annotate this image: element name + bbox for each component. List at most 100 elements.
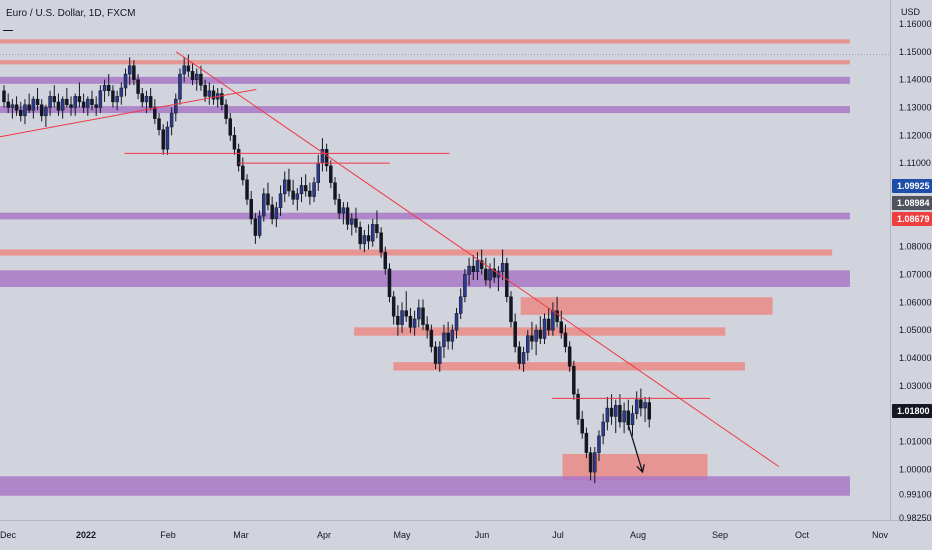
candle-body-137 xyxy=(576,393,580,420)
candle-body-52 xyxy=(220,93,224,105)
time-tick-label-3: Mar xyxy=(233,530,249,540)
price-tick-label-6: 1.08000 xyxy=(899,242,932,252)
candle-body-18 xyxy=(77,96,82,103)
candle-body-64 xyxy=(270,204,274,220)
candle-body-12 xyxy=(52,96,57,103)
price-tick-label-15: 0.98250 xyxy=(899,513,932,523)
zone-0 xyxy=(0,39,850,44)
candle-body-109 xyxy=(458,296,463,314)
candle-body-4 xyxy=(19,110,23,117)
currency-label: USD xyxy=(901,7,921,17)
candle-body-43 xyxy=(182,65,186,75)
candle-body-131 xyxy=(551,310,555,331)
candle-body-75 xyxy=(316,162,320,183)
candle-body-110 xyxy=(463,274,467,297)
zone-1 xyxy=(0,60,850,65)
candle-body-59 xyxy=(249,199,253,220)
time-tick-label-10: Oct xyxy=(795,530,810,540)
candle-body-42 xyxy=(178,73,182,100)
candle-body-5 xyxy=(23,104,27,117)
candle-body-151 xyxy=(634,399,639,414)
candle-body-50 xyxy=(211,90,216,100)
candle-body-154 xyxy=(647,402,652,420)
candle-body-61 xyxy=(257,215,262,236)
candle-body-104 xyxy=(438,346,442,364)
candle-body-56 xyxy=(236,148,241,167)
trendline-0 xyxy=(0,88,257,138)
candle-body-13 xyxy=(56,101,61,111)
price-badge-2 xyxy=(892,212,932,226)
price-tick-label-13: 1.00000 xyxy=(899,464,932,474)
price-badges: 1.09925 1.08984 1.08679 1.01800 xyxy=(892,179,932,418)
candle-body-74 xyxy=(312,182,316,197)
zone-10 xyxy=(562,453,708,481)
price-tick-label-4: 1.12000 xyxy=(899,130,932,140)
candle-body-103 xyxy=(433,346,438,364)
time-tick-label-2: Feb xyxy=(160,530,176,540)
candle-body-66 xyxy=(278,193,283,208)
candle-body-143 xyxy=(601,421,605,437)
candle-body-144 xyxy=(605,407,610,423)
candle-body-26 xyxy=(111,90,115,103)
price-tick-label-12: 1.01000 xyxy=(899,436,932,446)
candle-body-123 xyxy=(517,346,522,364)
time-tick-label-4: Apr xyxy=(317,530,331,540)
price-tick-label-5: 1.11000 xyxy=(899,158,931,168)
arrow-head xyxy=(636,464,645,474)
candle-body-148 xyxy=(622,410,626,423)
candle-body-114 xyxy=(479,260,484,270)
zone-3 xyxy=(0,106,850,114)
candle-body-94 xyxy=(396,315,400,325)
candle-body-152 xyxy=(639,399,643,409)
candle-body-77 xyxy=(324,148,329,167)
candle-body-141 xyxy=(593,452,597,473)
price-badge-label-2: 1.08679 xyxy=(897,214,930,224)
candle-body-67 xyxy=(282,179,287,195)
candle-body-100 xyxy=(421,307,425,325)
candle-body-25 xyxy=(107,84,111,92)
candle-body-142 xyxy=(597,435,601,453)
candle-body-10 xyxy=(44,107,48,117)
candle-body-55 xyxy=(232,135,237,150)
candle-body-105 xyxy=(442,332,446,348)
candle-body-108 xyxy=(454,313,459,331)
candle-body-70 xyxy=(295,193,300,200)
candle-body-32 xyxy=(136,79,140,94)
candle-body-93 xyxy=(391,296,396,317)
candle-body-111 xyxy=(467,265,471,275)
candle-body-83 xyxy=(350,218,354,225)
price-tick-label-7: 1.07000 xyxy=(899,269,932,279)
candle-body-23 xyxy=(98,90,103,108)
candle-body-85 xyxy=(358,226,362,245)
time-tick-label-6: Jun xyxy=(475,530,490,540)
price-tick-label-10: 1.04000 xyxy=(899,353,932,363)
candle-body-48 xyxy=(203,84,207,97)
candle-body-113 xyxy=(475,260,480,272)
price-axis[interactable]: 1.16000 1.15000 1.14000 1.13000 1.12000 1.110… xyxy=(899,19,932,523)
candle-body-116 xyxy=(488,268,492,281)
candle-body-92 xyxy=(387,268,392,297)
candle-body-9 xyxy=(39,104,44,117)
zone-5 xyxy=(0,249,833,256)
candle-body-60 xyxy=(253,218,258,236)
candle-body-134 xyxy=(563,332,568,348)
price-badge-1 xyxy=(892,196,932,210)
candles-layer xyxy=(2,54,652,484)
candle-body-139 xyxy=(584,432,589,453)
candle-body-37 xyxy=(157,118,161,131)
candle-body-36 xyxy=(153,107,157,119)
candle-body-69 xyxy=(291,190,295,200)
candle-body-45 xyxy=(190,71,195,80)
candle-body-96 xyxy=(404,310,408,317)
candle-body-22 xyxy=(94,104,98,108)
candle-body-80 xyxy=(337,199,341,214)
candle-body-150 xyxy=(630,413,635,426)
candle-body-73 xyxy=(308,190,312,197)
candle-body-126 xyxy=(530,335,534,342)
candle-body-3 xyxy=(14,104,19,111)
candle-body-11 xyxy=(48,96,52,108)
candle-body-24 xyxy=(102,84,107,92)
price-badge-label-1: 1.08984 xyxy=(897,198,930,208)
time-axis[interactable]: Dec 2022 Feb Mar Apr May Jun Jul Aug Sep Oct Nov xyxy=(0,530,888,540)
